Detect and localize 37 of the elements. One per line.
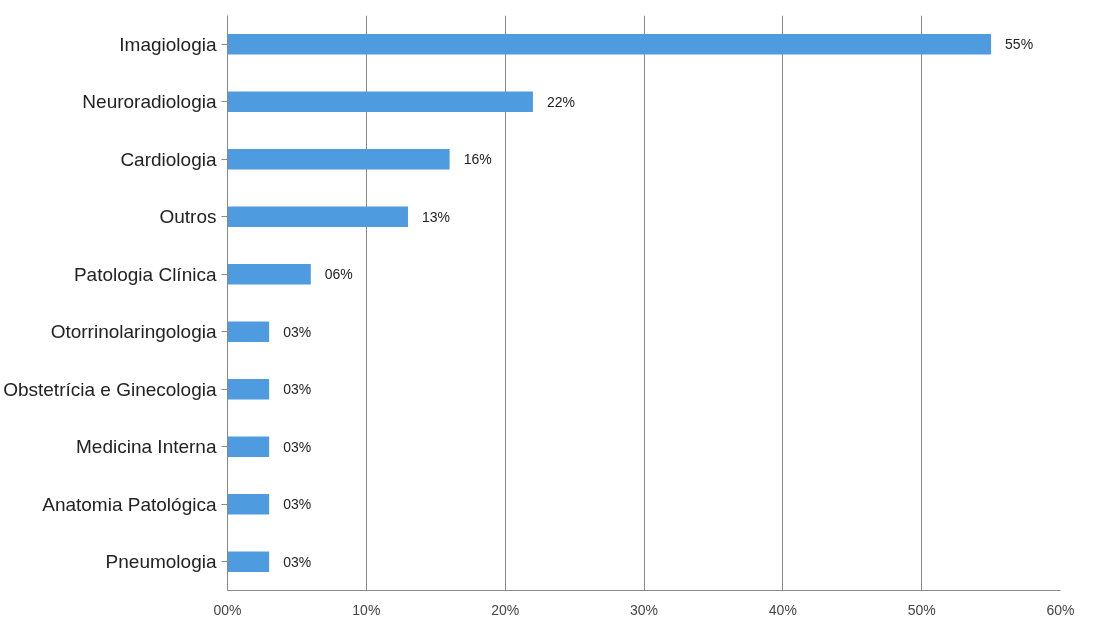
data-label: 03% xyxy=(283,323,312,340)
data-label: 16% xyxy=(463,151,492,168)
data-label: 22% xyxy=(546,93,575,110)
y-tick-label: Cardiologia xyxy=(120,148,217,170)
y-tick-label: Imagiologia xyxy=(119,33,217,55)
y-tick-label: Otorrinolaringologia xyxy=(50,321,217,343)
data-label: 03% xyxy=(283,496,312,513)
bar xyxy=(227,206,408,228)
bar xyxy=(227,321,270,343)
x-tick-label: 40% xyxy=(768,601,797,618)
y-tick-label: Patologia Clínica xyxy=(73,263,217,285)
bar xyxy=(227,493,270,515)
y-tick-label: Pneumologia xyxy=(105,551,217,573)
x-tick-label: 20% xyxy=(491,601,520,618)
bar xyxy=(227,91,533,113)
data-label: 03% xyxy=(283,438,312,455)
y-tick-label: Neuroradiologia xyxy=(82,91,217,113)
x-tick-label: 10% xyxy=(352,601,381,618)
x-tick-label: 00% xyxy=(213,601,242,618)
data-label: 55% xyxy=(1005,36,1034,53)
y-tick-label: Obstetrícia e Ginecologia xyxy=(3,378,217,400)
data-label: 03% xyxy=(283,553,312,570)
bar xyxy=(227,551,270,573)
bar xyxy=(227,436,270,458)
data-label: 06% xyxy=(324,266,353,283)
data-label: 03% xyxy=(283,381,312,398)
x-tick-label: 30% xyxy=(629,601,659,618)
bar xyxy=(227,378,270,400)
data-label: 13% xyxy=(421,208,451,225)
bar xyxy=(227,263,311,285)
x-tick-label: 50% xyxy=(907,601,936,618)
bar xyxy=(227,148,450,170)
y-tick-label: Outros xyxy=(159,206,217,228)
bar xyxy=(227,33,992,55)
x-tick-label: 60% xyxy=(1046,601,1075,618)
y-tick-label: Anatomia Patológica xyxy=(42,493,217,515)
y-tick-label: Medicina Interna xyxy=(76,436,217,458)
